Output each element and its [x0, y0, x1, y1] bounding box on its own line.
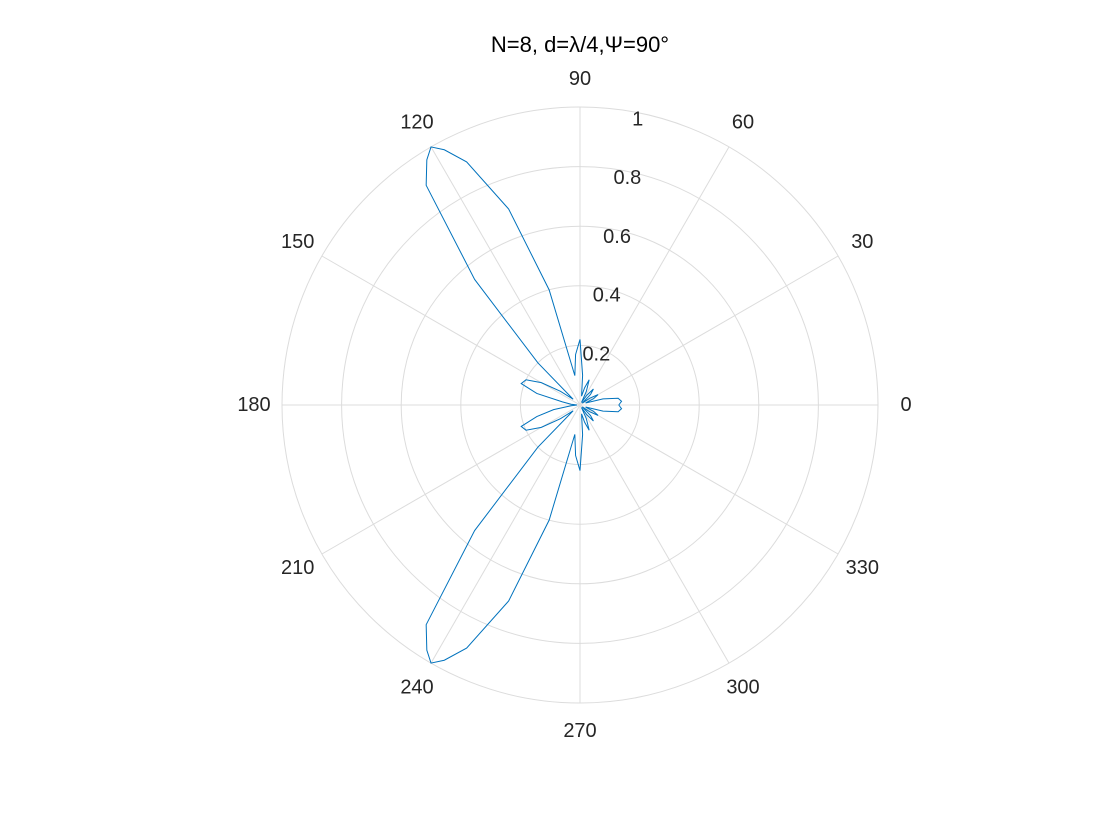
- angle-tick-label: 210: [281, 557, 314, 579]
- radius-tick-label: 0.2: [582, 343, 610, 365]
- angle-tick-label: 60: [732, 112, 754, 134]
- polar-grid: [281, 106, 879, 704]
- angle-tick-label: 150: [281, 231, 314, 253]
- angle-tick-label: 30: [851, 231, 873, 253]
- radius-tick-label: 0.4: [593, 285, 621, 307]
- angle-tick-label: 120: [400, 112, 433, 134]
- grid-spoke-1: [579, 255, 839, 406]
- angle-tick-labels: 0 30 60 90 120 150 180 210 240 270 300 330: [237, 68, 911, 742]
- radius-tick-label: 0.6: [603, 226, 631, 248]
- angle-tick-label: 90: [569, 68, 591, 90]
- grid-spoke-5: [321, 255, 581, 406]
- grid-spoke-8: [430, 404, 581, 664]
- angle-tick-label: 270: [563, 720, 596, 742]
- radius-tick-label: 1: [632, 109, 643, 131]
- radius-tick-labels: 0.2 0.4 0.6 0.8 1: [582, 109, 643, 366]
- radius-tick-label: 0.8: [613, 167, 641, 189]
- grid-spoke-4: [430, 146, 581, 406]
- series-line-0: [425, 146, 623, 664]
- angle-tick-label: 330: [846, 557, 879, 579]
- grid-spoke-10: [579, 404, 730, 664]
- grid-spoke-7: [321, 404, 581, 555]
- chart-title: N=8, d=λ/4,Ψ=90°: [491, 32, 669, 57]
- series-layer: [425, 146, 623, 664]
- angle-tick-label: 240: [400, 676, 433, 698]
- angle-tick-label: 300: [726, 676, 759, 698]
- grid-spoke-11: [579, 404, 839, 555]
- grid-spoke-2: [579, 146, 730, 406]
- angle-tick-label: 0: [900, 394, 911, 416]
- angle-tick-label: 180: [237, 394, 270, 416]
